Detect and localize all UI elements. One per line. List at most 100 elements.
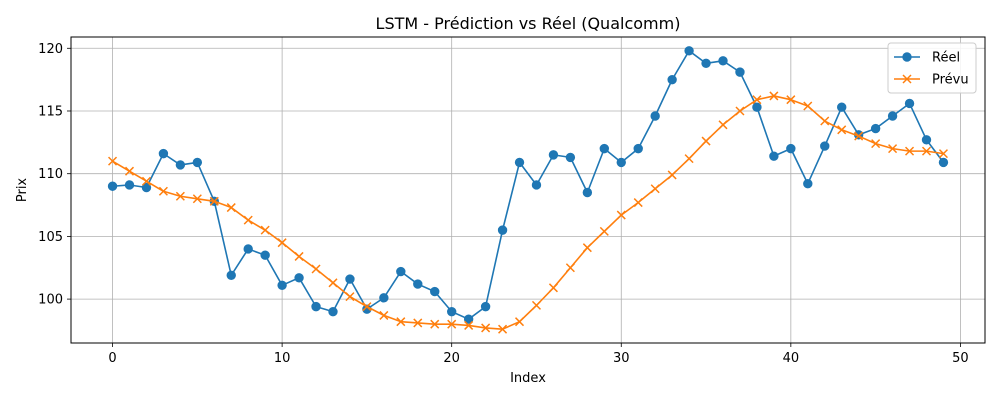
data-point xyxy=(463,314,474,324)
legend: Réel Prévu xyxy=(887,42,977,94)
x-tick-label: 40 xyxy=(783,351,800,366)
series-line xyxy=(112,95,944,331)
data-point xyxy=(735,106,745,116)
data-point xyxy=(498,324,508,334)
data-point xyxy=(633,143,643,154)
data-point xyxy=(684,154,694,164)
data-point xyxy=(294,251,304,261)
data-point xyxy=(345,292,355,302)
data-point xyxy=(497,225,508,235)
data-point xyxy=(158,186,168,196)
data-point xyxy=(871,139,881,149)
y-tick-label: 115 xyxy=(38,104,63,119)
data-point xyxy=(108,156,118,166)
data-point xyxy=(684,46,694,56)
data-point xyxy=(904,98,915,109)
y-tick-label: 110 xyxy=(38,167,63,182)
data-point xyxy=(616,157,626,168)
y-tick-label: 105 xyxy=(38,230,63,245)
data-point xyxy=(938,149,948,159)
series-line xyxy=(112,49,945,320)
data-point xyxy=(870,123,881,134)
y-tick-label: 100 xyxy=(38,293,63,308)
data-point xyxy=(803,101,813,111)
data-point xyxy=(667,74,677,85)
data-point xyxy=(769,91,779,101)
data-point xyxy=(481,323,491,333)
data-point xyxy=(548,283,558,293)
data-point xyxy=(209,196,219,206)
data-point xyxy=(141,176,151,186)
data-point xyxy=(921,135,932,145)
data-point xyxy=(294,273,304,283)
x-tick-label: 10 xyxy=(274,351,291,366)
data-point xyxy=(413,279,423,289)
grid xyxy=(71,37,985,343)
data-point xyxy=(464,320,474,330)
data-point xyxy=(124,180,135,190)
data-point xyxy=(548,150,559,160)
data-point xyxy=(328,278,338,288)
data-point xyxy=(650,184,660,194)
data-point xyxy=(446,306,457,317)
data-point xyxy=(633,198,643,208)
data-point xyxy=(667,170,677,180)
data-point xyxy=(803,179,813,189)
x-tick-label: 20 xyxy=(443,351,460,366)
data-point xyxy=(650,111,660,121)
data-point xyxy=(226,270,236,280)
x-axis-label: Index xyxy=(510,371,546,386)
chart-title: LSTM - Prédiction vs Réel (Qualcomm) xyxy=(376,14,681,33)
data-point xyxy=(599,143,610,154)
legend-marker xyxy=(902,74,912,84)
data-point xyxy=(735,67,745,77)
data-point xyxy=(379,310,389,320)
data-point xyxy=(124,166,135,176)
data-point xyxy=(277,238,287,248)
data-point xyxy=(447,319,457,329)
data-point xyxy=(311,264,321,274)
data-point xyxy=(277,280,287,291)
x-tick-label: 50 xyxy=(952,351,969,366)
data-point xyxy=(854,131,864,141)
data-point xyxy=(599,226,609,236)
legend-label: Prévu xyxy=(932,73,969,88)
data-point xyxy=(837,125,847,135)
plot-frame xyxy=(70,36,986,344)
data-point xyxy=(786,143,796,154)
data-point xyxy=(531,180,542,190)
y-tick-label: 120 xyxy=(38,42,63,57)
data-point xyxy=(396,317,406,327)
data-point xyxy=(616,210,626,220)
data-point xyxy=(888,144,898,154)
series-layer xyxy=(107,46,949,334)
data-point xyxy=(701,58,711,69)
data-point xyxy=(141,182,152,193)
legend-item: Prévu xyxy=(894,73,969,88)
x-tick-label: 0 xyxy=(108,351,116,366)
data-point xyxy=(820,116,830,126)
data-point xyxy=(413,318,423,328)
data-point xyxy=(260,250,270,260)
data-point xyxy=(887,111,898,121)
data-point xyxy=(175,191,185,201)
data-point xyxy=(158,148,169,159)
data-point xyxy=(243,215,253,225)
data-point xyxy=(192,157,203,168)
data-point xyxy=(362,302,372,312)
ticks: 0 10 20 30 40 50 100 105 110 115 120 xyxy=(38,42,969,366)
data-point xyxy=(396,266,406,277)
data-point xyxy=(921,146,932,156)
data-point xyxy=(311,301,321,312)
legend-marker xyxy=(902,52,912,62)
data-point xyxy=(107,181,118,191)
data-point xyxy=(820,141,830,151)
legend-label: Réel xyxy=(932,51,960,66)
data-point xyxy=(565,152,576,163)
data-point xyxy=(582,243,592,253)
data-point xyxy=(582,187,593,198)
data-point xyxy=(531,300,542,310)
data-point xyxy=(430,286,440,297)
